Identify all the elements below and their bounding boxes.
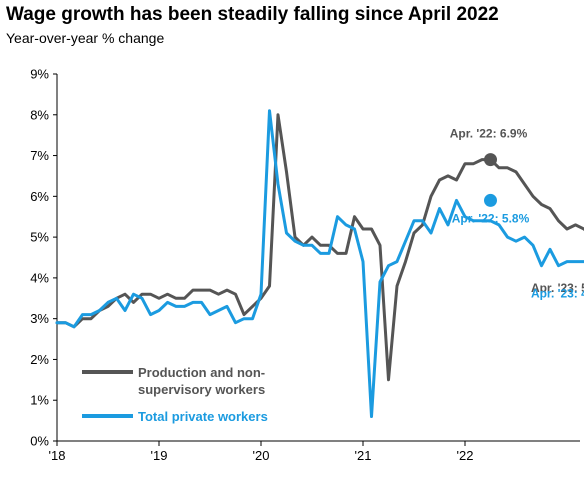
- y-tick-label: 2%: [30, 352, 49, 367]
- y-tick-label: 1%: [30, 393, 49, 408]
- y-tick-label: 7%: [30, 148, 49, 163]
- x-tick-label: '22: [457, 448, 474, 463]
- chart-subtitle: Year-over-year % change: [6, 30, 165, 46]
- chart-title: Wage growth has been steadily falling si…: [6, 4, 499, 25]
- series-line-total: [55, 109, 584, 418]
- y-tick-label: 9%: [30, 67, 49, 82]
- annotation-marker: [484, 153, 497, 167]
- legend-label: Total private workers: [138, 409, 268, 424]
- x-tick-label: '20: [253, 448, 270, 463]
- annotation-label: Apr. '22: 6.9%: [450, 127, 528, 141]
- y-tick-label: 8%: [30, 107, 49, 122]
- x-tick-label: '18: [49, 448, 66, 463]
- annotation-marker: [484, 193, 497, 207]
- annotation-label: Apr. '23: 5.0%: [531, 281, 584, 295]
- series-line-production: [55, 113, 584, 382]
- y-tick-label: 4%: [30, 270, 49, 285]
- x-tick-label: '21: [355, 448, 372, 463]
- annotation-label: Apr. '23: 4.4%: [531, 287, 584, 301]
- legend-label: Production and non-: [138, 365, 265, 380]
- y-tick-label: 6%: [30, 189, 49, 204]
- legend-label: supervisory workers: [138, 382, 265, 397]
- y-tick-label: 0%: [30, 434, 49, 449]
- y-tick-label: 3%: [30, 311, 49, 326]
- annotation-label: Apr. '22: 5.8%: [452, 211, 530, 225]
- y-tick-label: 5%: [30, 230, 49, 245]
- x-tick-label: '19: [151, 448, 168, 463]
